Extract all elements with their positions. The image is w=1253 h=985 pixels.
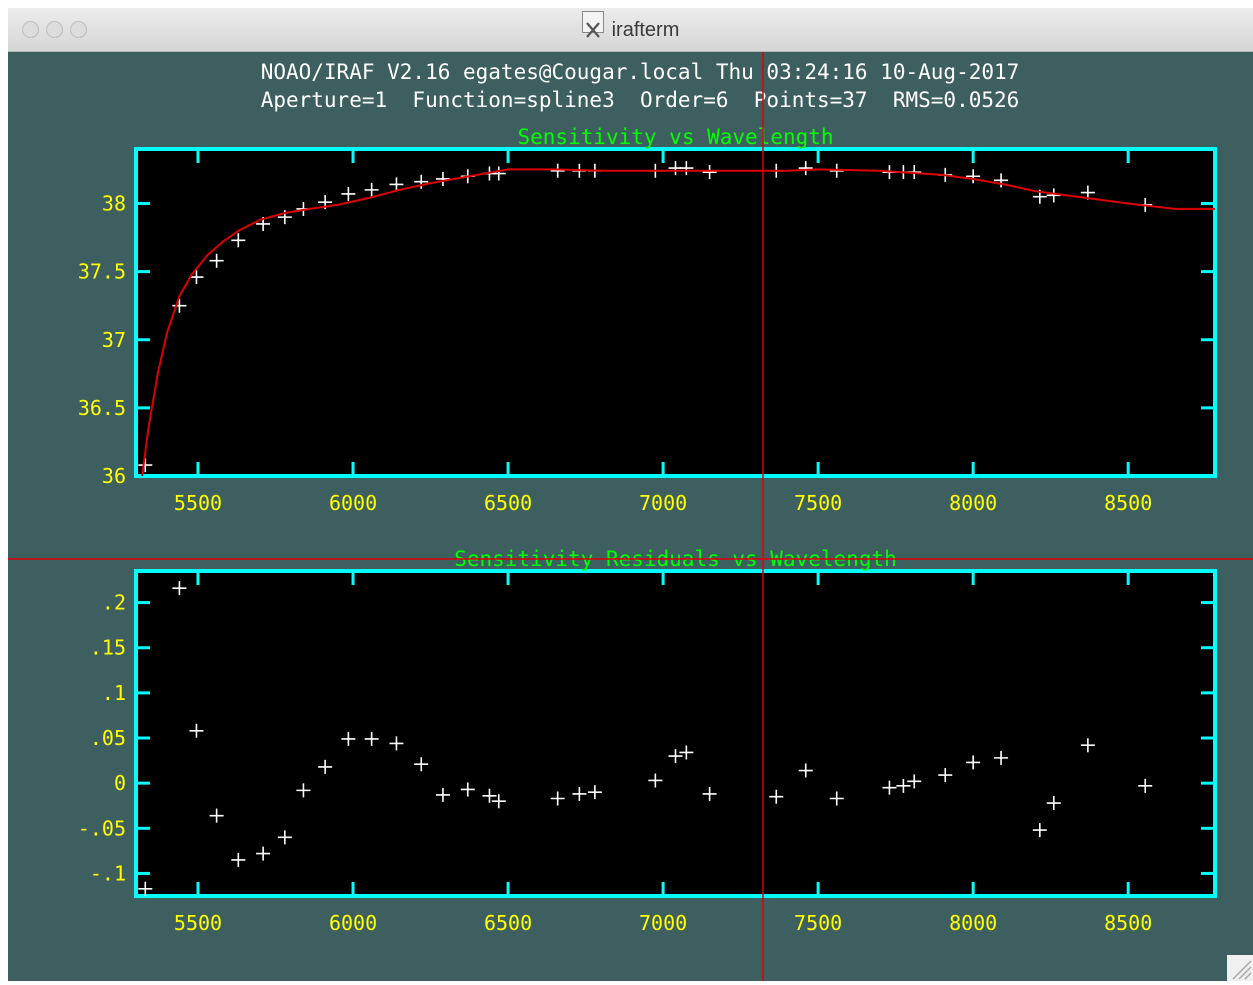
data-point (435, 171, 450, 186)
window-title-wrap: irafterm (8, 8, 1253, 52)
data-point (550, 163, 565, 178)
header-line-1: NOAO/IRAF V2.16 egates@Cougar.local Thu … (261, 60, 1020, 84)
y-tick-label: 0 (114, 771, 126, 795)
x11-icon (581, 11, 604, 38)
x-tick-label: 7500 (794, 491, 842, 515)
fit-curve (141, 168, 1215, 477)
data-point (966, 755, 981, 770)
x-tick-label: 8000 (949, 491, 997, 515)
header-line-2: Aperture=1 Function=spline3 Order=6 Poin… (261, 88, 1020, 112)
data-point (209, 808, 224, 823)
y-tick-label: 37.5 (78, 260, 126, 284)
x-tick-label: 8500 (1104, 911, 1152, 935)
plot-frame (134, 569, 1217, 898)
y-tick-label: -.1 (90, 861, 126, 885)
title-bar[interactable]: irafterm (8, 8, 1253, 52)
plot-frame (134, 147, 1217, 478)
data-point (414, 757, 429, 772)
window-title: irafterm (611, 19, 680, 41)
data-point (256, 846, 271, 861)
data-point (769, 789, 784, 804)
data-point (318, 759, 333, 774)
data-point (882, 780, 897, 795)
data-point (994, 750, 1009, 765)
data-point (829, 791, 844, 806)
y-tick-label: .2 (102, 591, 126, 615)
data-point (896, 778, 911, 793)
data-point (389, 177, 404, 192)
data-point (172, 581, 187, 596)
data-point (679, 161, 694, 176)
data-point (491, 794, 506, 809)
x-tick-label: 5500 (174, 491, 222, 515)
zoom-button[interactable] (70, 21, 87, 38)
y-tick-label: 36.5 (78, 396, 126, 420)
data-point (389, 736, 404, 751)
data-point (435, 787, 450, 802)
x-tick-label: 6000 (329, 491, 377, 515)
y-tick-label: .15 (90, 636, 126, 660)
data-point (460, 782, 475, 797)
data-point (648, 773, 663, 788)
x-tick-label: 8500 (1104, 491, 1152, 515)
data-point (414, 174, 429, 189)
x-tick-label: 8000 (949, 911, 997, 935)
data-point (1138, 778, 1153, 793)
irafterm-window: irafterm NOAO/IRAF V2.16 egates@Cougar.l… (8, 8, 1253, 981)
data-point (341, 731, 356, 746)
data-point (231, 233, 246, 248)
y-tick-label: .1 (102, 681, 126, 705)
minimize-button[interactable] (46, 21, 63, 38)
data-point (679, 745, 694, 760)
x-tick-label: 5500 (174, 911, 222, 935)
data-point (138, 881, 153, 896)
data-point (172, 298, 187, 313)
plot-title: Sensitivity vs Wavelength (517, 125, 833, 149)
data-point (1046, 796, 1061, 811)
x-tick-label: 6500 (484, 911, 532, 935)
data-point (296, 783, 311, 798)
data-point (668, 749, 683, 764)
data-point (994, 173, 1009, 188)
data-point (209, 253, 224, 268)
y-tick-label: -.05 (78, 816, 126, 840)
data-point (138, 458, 153, 473)
data-point (482, 788, 497, 803)
data-point (1046, 188, 1061, 203)
resize-grip[interactable] (1227, 955, 1253, 981)
data-point (587, 785, 602, 800)
y-tick-label: .05 (90, 726, 126, 750)
data-point (341, 186, 356, 201)
x-tick-label: 7000 (639, 911, 687, 935)
data-point (364, 182, 379, 197)
data-point (189, 723, 204, 738)
data-point (798, 161, 813, 176)
data-point (798, 763, 813, 778)
data-point (364, 731, 379, 746)
x-tick-label: 7500 (794, 911, 842, 935)
data-point (702, 165, 717, 180)
data-point (938, 768, 953, 783)
x-tick-label: 7000 (639, 491, 687, 515)
y-tick-label: 38 (102, 192, 126, 216)
data-point (966, 169, 981, 184)
data-point (277, 830, 292, 845)
y-tick-label: 37 (102, 328, 126, 352)
data-point (907, 774, 922, 789)
x-tick-label: 6500 (484, 491, 532, 515)
x-tick-label: 6000 (329, 911, 377, 935)
close-button[interactable] (22, 21, 39, 38)
graphics-terminal[interactable]: NOAO/IRAF V2.16 egates@Cougar.local Thu … (8, 52, 1253, 981)
sensitivity-plot: Sensitivity vs Wavelength 5500 6000 6500 700… (78, 125, 1217, 515)
data-point (702, 786, 717, 801)
data-point (572, 786, 587, 801)
data-point (491, 166, 506, 181)
data-point (550, 791, 565, 806)
data-point (1032, 823, 1047, 838)
data-point (1080, 738, 1095, 753)
y-tick-label: 36 (102, 464, 126, 488)
data-point (189, 270, 204, 285)
data-point (231, 852, 246, 867)
